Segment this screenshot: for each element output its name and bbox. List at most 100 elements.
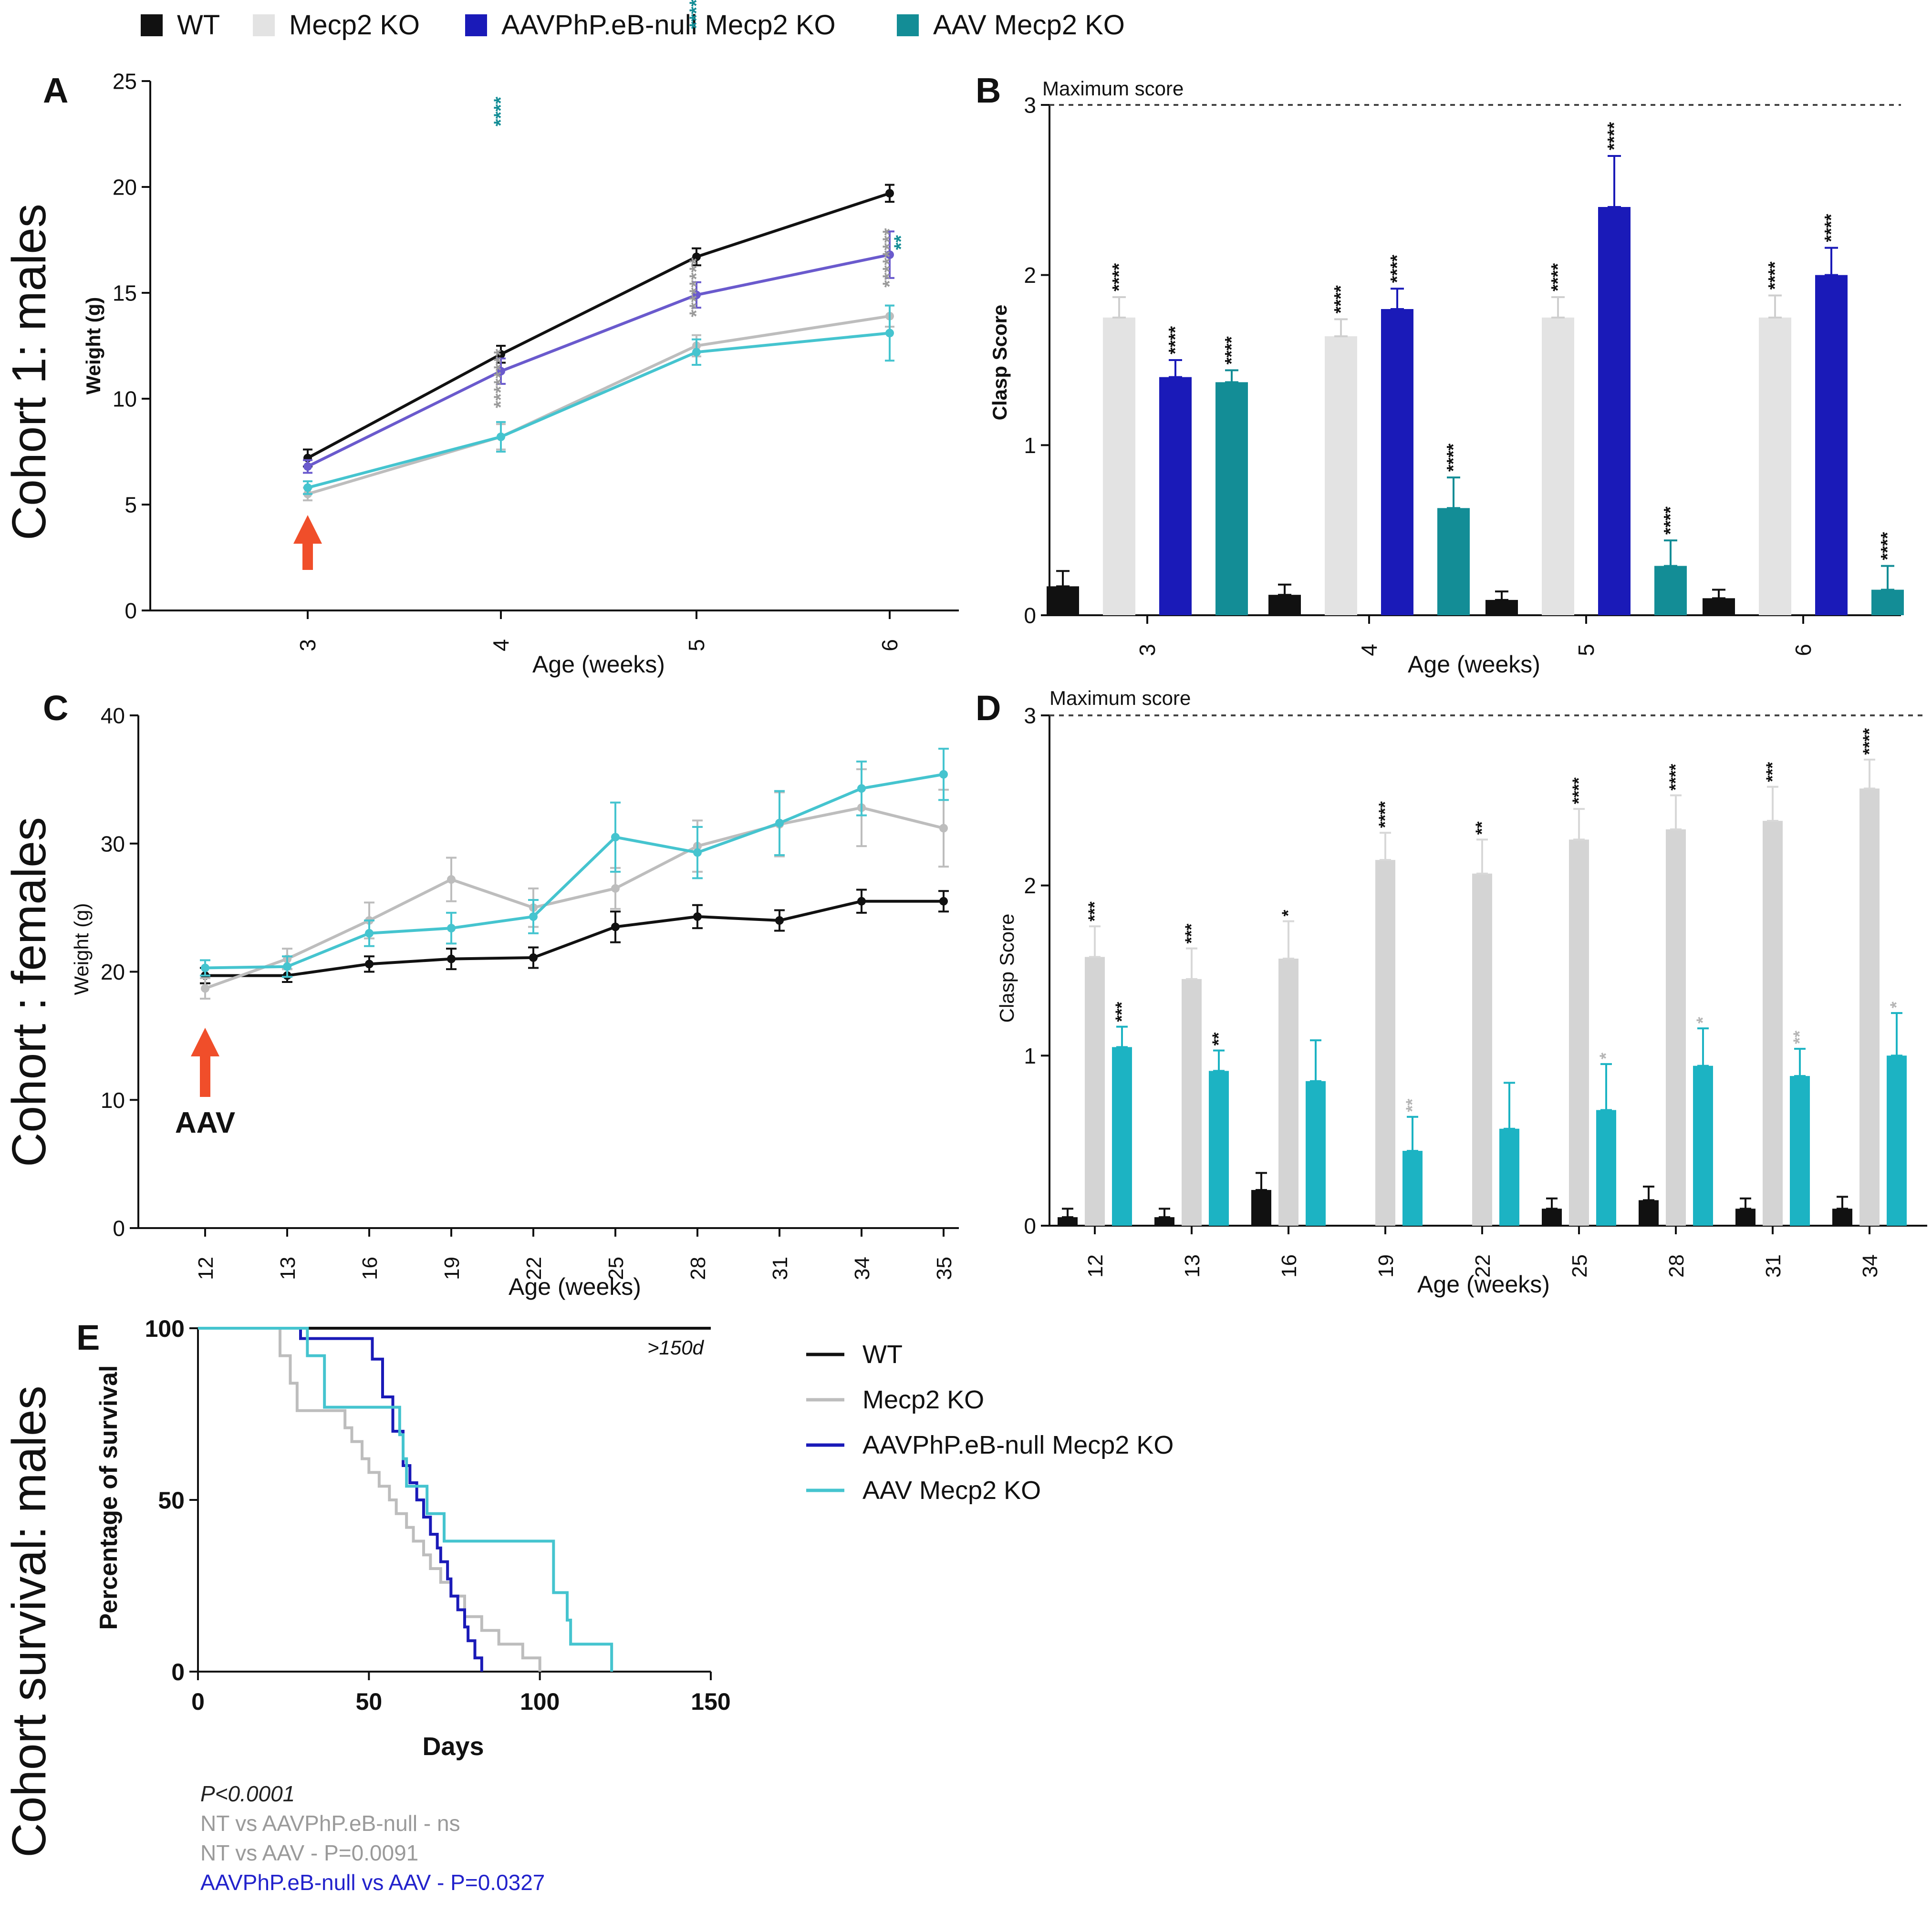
x-tick-label: 50: [356, 1688, 383, 1715]
top-legend: WT Mecp2 KO AAVPhP.eB-null Mecp2 KO AAV Mec…: [141, 10, 1125, 41]
x-tick-label: 12: [1084, 1254, 1107, 1278]
x-tick-label: 150: [691, 1688, 730, 1715]
series-line-2: [205, 773, 944, 970]
y-tick-label: 3: [1024, 93, 1036, 118]
bar-0: [1703, 598, 1735, 615]
data-point: [529, 953, 538, 962]
legend-label-3: AAV Mecp2 KO: [933, 10, 1125, 41]
bar-3: [1215, 382, 1248, 615]
bar-3: [1437, 508, 1470, 615]
data-point: [939, 824, 948, 833]
sig-stars: ****: [1878, 532, 1898, 560]
legend-swatch-3: [897, 14, 919, 36]
bar-1: [1666, 829, 1686, 1226]
sig-stars: ****: [1661, 506, 1681, 535]
bar-2: [1815, 275, 1848, 615]
data-point: [611, 833, 620, 842]
sig-stars-aav: *: [1596, 1053, 1616, 1059]
bar-2: [1306, 1081, 1326, 1226]
bar-0: [1154, 1217, 1174, 1226]
y-axis-title: Weight (g): [82, 297, 104, 395]
y-axis-title: Weight (g): [70, 903, 93, 995]
x-tick-label: 28: [1665, 1254, 1688, 1278]
legend-swatch-0: [141, 14, 163, 36]
sig-stars-ko: ********: [686, 258, 707, 317]
bar-2: [1887, 1055, 1907, 1226]
bar-2: [1693, 1065, 1713, 1226]
bar-0: [1047, 586, 1079, 615]
data-point: [775, 818, 784, 827]
sig-stars-ko: **: [1472, 821, 1492, 835]
y-tick-label: 0: [1024, 1214, 1036, 1239]
sig-stars: ****: [1109, 263, 1129, 291]
legend-swatch-1: [253, 14, 275, 36]
y-tick-label: 0: [113, 1216, 125, 1241]
survival-curve-2: [198, 1327, 483, 1672]
survival-stats: P<0.0001 NT vs AAVPhP.eB-null - ns NT vs…: [200, 1779, 545, 1897]
y-tick-label: 1: [1024, 1044, 1036, 1068]
panel-letter-a: A: [43, 71, 68, 110]
y-tick-label: 0: [125, 599, 137, 623]
sig-stars-ko: ***: [1763, 762, 1782, 782]
data-point: [611, 884, 620, 893]
bar-0: [1832, 1209, 1852, 1226]
x-tick-label: 12: [194, 1257, 218, 1280]
x-tick-label: 6: [877, 639, 902, 651]
series-line-1: [307, 314, 890, 496]
y-tick-label: 25: [113, 69, 137, 94]
sig-stars-aav: **: [1402, 1099, 1422, 1112]
data-point: [885, 189, 894, 198]
x-tick-label: 13: [1181, 1254, 1204, 1278]
bar-2: [1499, 1128, 1519, 1226]
data-point: [692, 252, 701, 261]
aav-arrow-label: AAV: [175, 1106, 235, 1139]
bar-1: [1375, 860, 1395, 1226]
bar-3: [1871, 589, 1904, 615]
sig-stars-ko: *: [1278, 910, 1298, 917]
series-line-1: [204, 806, 944, 990]
panel-letter-b: B: [976, 71, 1001, 110]
sig-stars: ****: [1821, 214, 1841, 242]
y-tick-label: 50: [158, 1487, 185, 1514]
legend-label-0: WT: [177, 10, 220, 41]
bar-2: [1598, 207, 1631, 615]
y-tick-label: 5: [125, 493, 137, 517]
bar-1: [1278, 959, 1298, 1226]
bar-1: [1085, 957, 1105, 1226]
sig-stars: ****: [1165, 326, 1185, 354]
survival-curve-3: [198, 1327, 613, 1672]
data-point: [529, 912, 538, 921]
data-point: [885, 329, 894, 338]
x-tick-label: 28: [686, 1257, 710, 1280]
x-tick-label: 31: [1762, 1254, 1785, 1278]
data-point: [885, 250, 894, 259]
y-tick-label: 30: [101, 831, 125, 856]
legend-label-1: Mecp2 KO: [289, 10, 420, 41]
data-point: [447, 924, 456, 933]
data-point: [611, 922, 620, 931]
y-axis-title: Percentage of survival: [95, 1365, 123, 1630]
x-tick-label: 22: [522, 1257, 546, 1280]
y-axis-title: Clasp Score: [996, 914, 1018, 1023]
bar-1: [1759, 317, 1791, 615]
panel-e-survival: E 0 50 100 0 50 100 150 Days Percentage of surviv…: [76, 1315, 1174, 1761]
series-line-3: [307, 331, 890, 489]
x-tick-label: 19: [1374, 1254, 1398, 1278]
bar-0: [1639, 1200, 1659, 1226]
y-tick-label: 0: [1024, 603, 1036, 628]
x-tick-label: 3: [1135, 644, 1160, 656]
injection-arrow-a-head: [293, 515, 322, 544]
y-tick-label: 0: [171, 1659, 185, 1685]
legend-label-2: AAVPhP.eB-null Mecp2 KO: [501, 10, 836, 41]
bar-0: [1542, 1209, 1562, 1226]
wt-survival-label: >150d: [647, 1336, 705, 1359]
row-titles: Cohort 1: males Cohort : females Cohort su…: [2, 204, 56, 1858]
data-point: [692, 290, 701, 300]
data-point: [365, 929, 374, 938]
overall-p-value: P<0.0001: [200, 1781, 295, 1806]
survival-curve-1: [198, 1327, 541, 1672]
y-tick-label: 10: [101, 1088, 125, 1113]
y-tick-label: 2: [1024, 873, 1036, 898]
bar-0: [1735, 1209, 1755, 1226]
